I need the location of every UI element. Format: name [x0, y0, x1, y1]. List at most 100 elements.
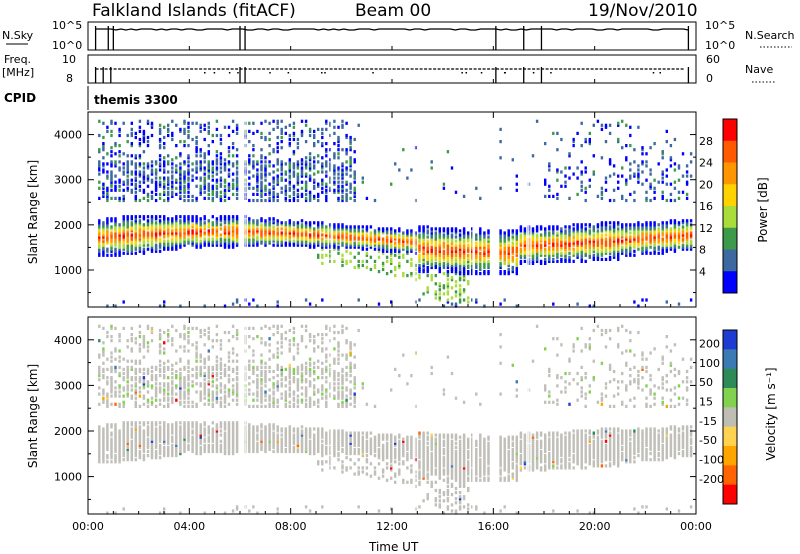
- velocity-cell: [183, 439, 186, 443]
- power-cell: [588, 251, 591, 255]
- velocity-cell: [235, 433, 239, 437]
- power-cell: [426, 225, 429, 229]
- power-cell: [568, 255, 571, 259]
- power-cell: [471, 231, 474, 235]
- velocity-cell: [114, 449, 117, 454]
- power-cell: [187, 194, 190, 198]
- velocity-cell: [195, 443, 198, 447]
- power-cell: [390, 259, 393, 263]
- power-cell: [296, 166, 300, 170]
- power-cell: [126, 225, 129, 229]
- power-cell: [248, 223, 251, 227]
- power-cell: [422, 253, 425, 257]
- power-cell: [345, 243, 348, 247]
- power-cell: [288, 225, 291, 229]
- power-cell: [608, 237, 612, 241]
- power-cell: [471, 245, 474, 249]
- velocity-cell: [158, 367, 162, 371]
- power-cell: [398, 251, 401, 255]
- velocity-cell: [118, 333, 121, 337]
- power-cell: [373, 259, 377, 263]
- power-cell: [568, 239, 571, 243]
- power-cell: [487, 235, 490, 239]
- power-cell: [106, 194, 109, 198]
- power-cell: [207, 144, 210, 148]
- power-cell: [556, 170, 559, 174]
- power-cell: [531, 249, 535, 253]
- velocity-cell: [122, 435, 125, 439]
- power-cell: [592, 249, 595, 253]
- power-cell: [102, 148, 105, 152]
- power-cell: [511, 270, 514, 274]
- velocity-cell: [158, 439, 162, 443]
- velocity-cell: [231, 431, 235, 435]
- power-cell: [499, 235, 502, 239]
- velocity-cell: [203, 402, 206, 406]
- power-cell: [142, 249, 146, 253]
- power-cell: [665, 198, 668, 203]
- power-cell: [402, 239, 405, 243]
- power-cell: [223, 192, 227, 196]
- power-cell: [572, 144, 575, 148]
- power-cell: [357, 233, 360, 237]
- power-cell: [146, 198, 150, 203]
- power-cell: [499, 251, 502, 255]
- power-cell: [625, 253, 628, 257]
- velocity-cell: [203, 386, 206, 390]
- power-cell: [418, 263, 421, 268]
- power-cell: [438, 265, 441, 270]
- power-cell: [268, 231, 271, 235]
- power-cell: [649, 241, 652, 245]
- velocity-cell: [203, 374, 206, 378]
- power-cell: [102, 182, 105, 186]
- velocity-cell: [264, 441, 267, 445]
- velocity-cell: [154, 398, 158, 402]
- power-cell: [203, 156, 206, 160]
- velocity-cell: [179, 402, 182, 406]
- velocity-cell: [150, 445, 154, 449]
- velocity-cell: [252, 439, 255, 443]
- velocity-cell: [110, 443, 113, 447]
- power-cell: [163, 241, 166, 245]
- power-cell: [515, 267, 518, 272]
- power-cell: [195, 245, 198, 249]
- velocity-cell: [175, 349, 178, 353]
- velocity-cell: [150, 374, 154, 378]
- velocity-cell: [260, 433, 263, 437]
- velocity-cell: [130, 421, 133, 425]
- power-cell: [467, 243, 470, 247]
- power-cell: [458, 253, 462, 257]
- power-cell: [183, 190, 186, 194]
- cpid-label: CPID: [4, 91, 36, 105]
- velocity-cell: [138, 330, 142, 335]
- power-cell: [321, 241, 324, 245]
- power-cell: [203, 227, 206, 231]
- power-cell: [511, 231, 514, 235]
- power-cell: [653, 243, 656, 247]
- power-cell: [637, 235, 640, 239]
- power-cell: [146, 192, 150, 196]
- velocity-cell: [227, 330, 231, 335]
- power-cell: [134, 251, 137, 255]
- power-cell: [507, 255, 510, 259]
- power-cell: [442, 255, 446, 259]
- power-cell: [199, 178, 202, 182]
- power-cell: [458, 276, 462, 280]
- power-cell: [215, 194, 219, 198]
- power-cell: [414, 251, 417, 255]
- velocity-cell: [134, 388, 137, 392]
- power-cell: [179, 221, 182, 225]
- power-cell: [592, 255, 595, 259]
- velocity-cell: [231, 421, 235, 425]
- power-cell: [341, 180, 344, 184]
- power-cell: [645, 233, 648, 237]
- power-cell: [458, 255, 462, 259]
- power-cell: [507, 239, 510, 243]
- power-cell: [580, 245, 583, 249]
- power-cell: [191, 174, 194, 178]
- power-cell: [187, 184, 190, 188]
- power-cell: [629, 249, 632, 253]
- power-cell: [187, 186, 190, 190]
- power-cell: [211, 198, 214, 203]
- power-cell: [175, 215, 178, 219]
